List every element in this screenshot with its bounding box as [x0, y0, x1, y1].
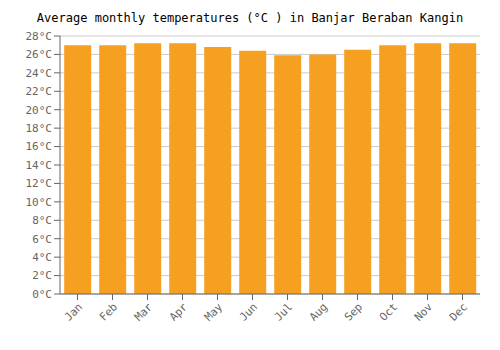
svg-text:12°C: 12°C	[26, 177, 53, 190]
svg-text:Sep: Sep	[342, 300, 365, 323]
svg-text:Mar: Mar	[132, 300, 156, 324]
svg-text:26°C: 26°C	[26, 48, 53, 61]
svg-text:20°C: 20°C	[26, 104, 53, 117]
svg-text:28°C: 28°C	[26, 30, 53, 43]
svg-text:14°C: 14°C	[26, 159, 53, 172]
svg-text:6°C: 6°C	[32, 233, 52, 246]
svg-text:2°C: 2°C	[32, 269, 52, 282]
svg-text:Jun: Jun	[237, 300, 260, 323]
svg-text:0°C: 0°C	[32, 288, 52, 301]
svg-text:16°C: 16°C	[26, 140, 53, 153]
html-text:Average monthly temperatures (: Average monthly temperatures (°C ) in Ba…	[36, 11, 464, 25]
svg-text:Nov: Nov	[412, 300, 436, 324]
svg-text:Aug: Aug	[307, 300, 330, 323]
svg-text:4°C: 4°C	[32, 251, 52, 264]
svg-text:18°C: 18°C	[26, 122, 53, 135]
svg-text:Dec: Dec	[447, 300, 470, 323]
svg-text:Jul: Jul	[272, 300, 295, 323]
svg-text:Feb: Feb	[97, 300, 120, 323]
svg-text:Oct: Oct	[377, 300, 400, 323]
svg-text:22°C: 22°C	[26, 85, 53, 98]
svg-text:8°C: 8°C	[32, 214, 52, 227]
svg-text:Apr: Apr	[167, 300, 191, 324]
svg-text:24°C: 24°C	[26, 67, 53, 80]
svg-text:10°C: 10°C	[26, 196, 53, 209]
svg-text:Jan: Jan	[62, 300, 85, 323]
svg-text:May: May	[202, 300, 226, 324]
